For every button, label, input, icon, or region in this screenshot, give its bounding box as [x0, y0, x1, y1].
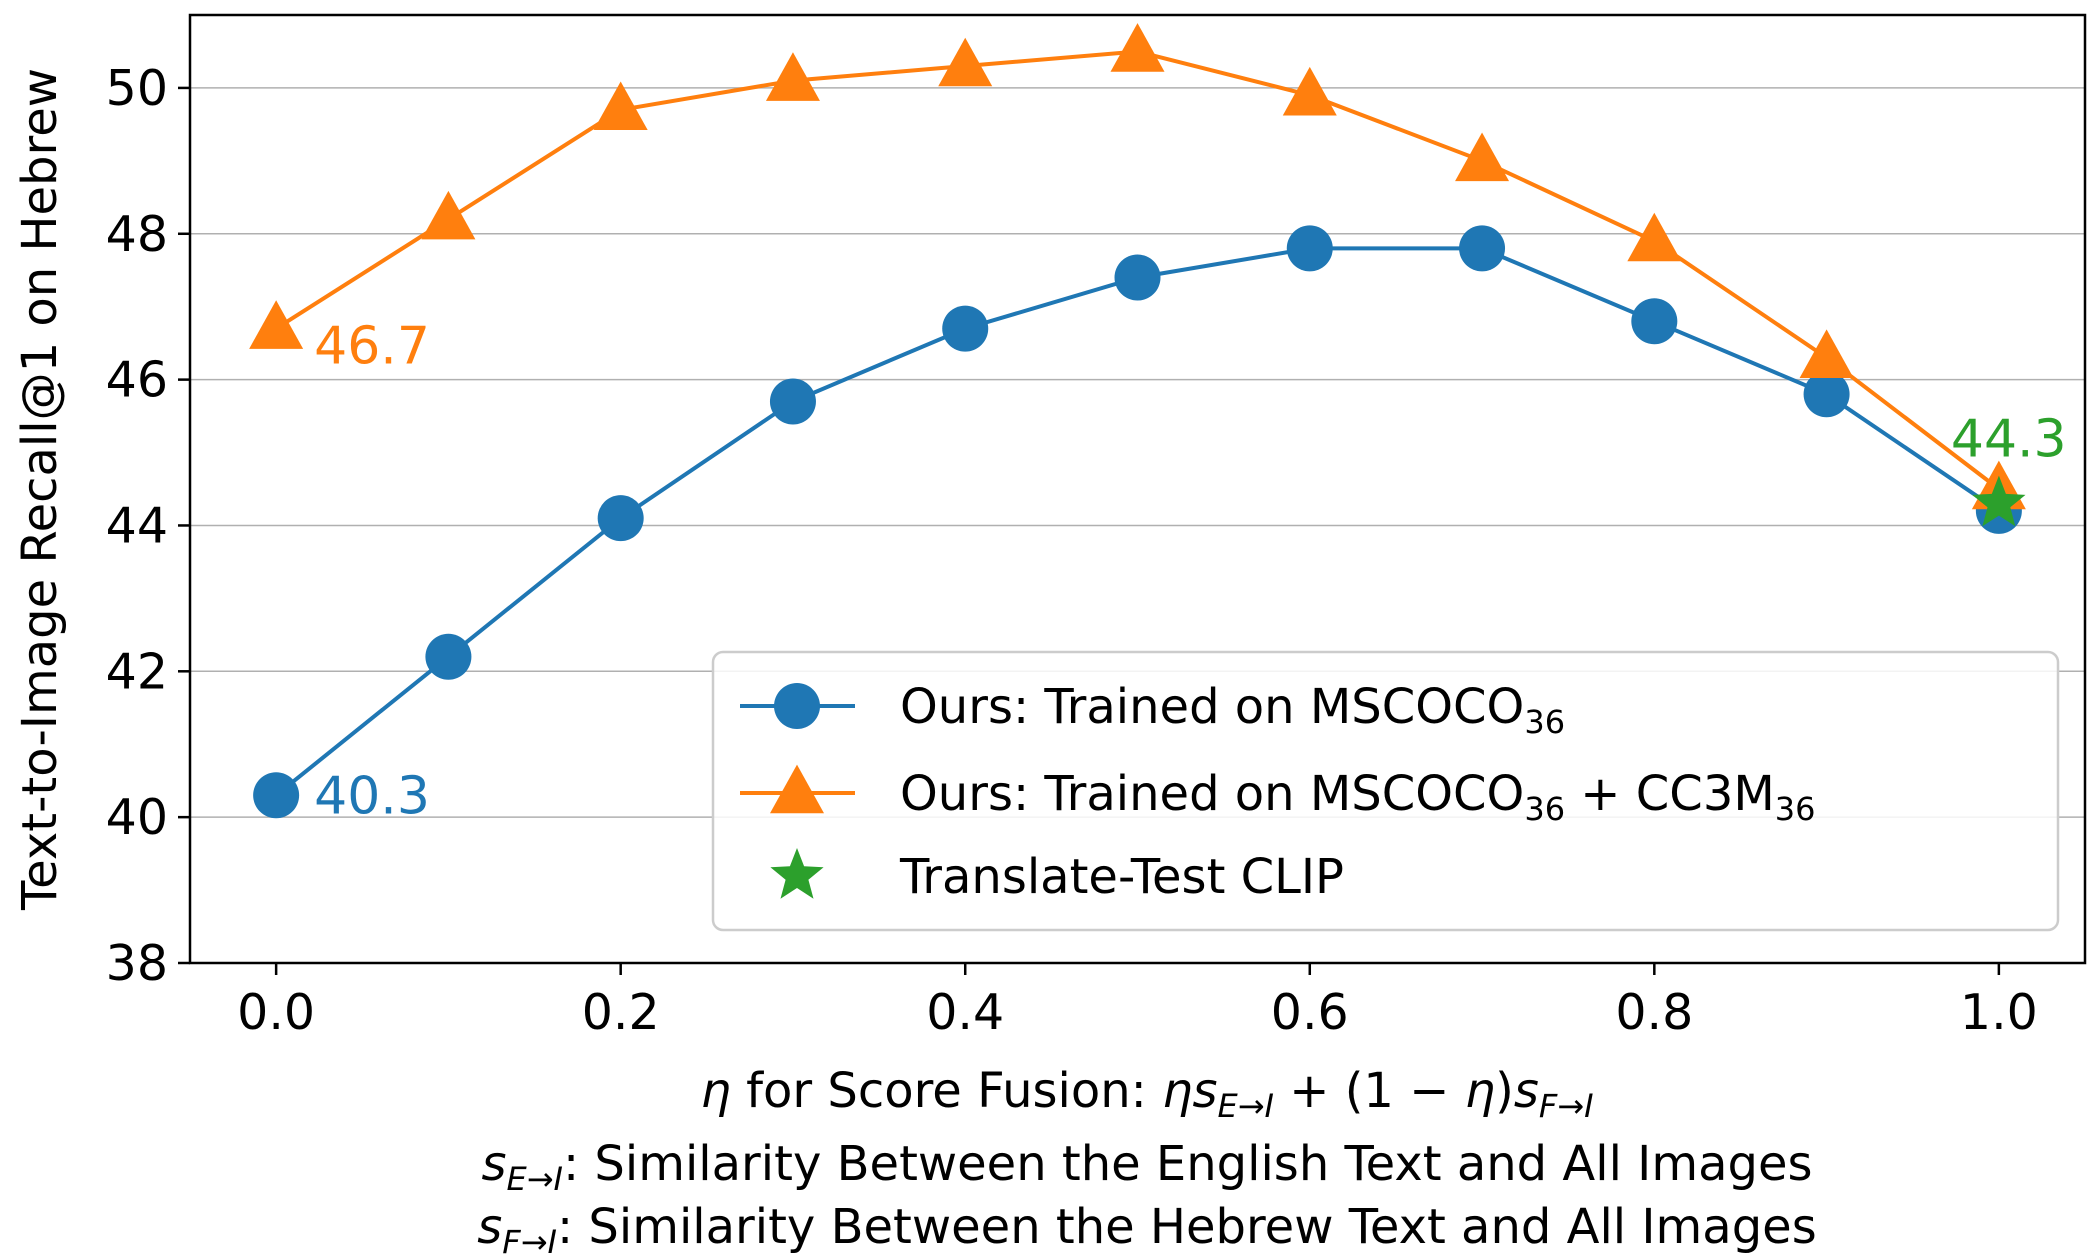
- data-label: 44.3: [1951, 410, 2067, 470]
- y-tick-label: 40: [106, 789, 168, 846]
- data-point: [253, 772, 300, 819]
- legend-marker: [770, 848, 824, 899]
- legend-marker: [774, 683, 820, 729]
- data-point: [249, 300, 304, 349]
- series-3: [1972, 475, 2026, 527]
- data-point: [1803, 371, 1850, 418]
- legend-label: Translate-Test CLIP: [899, 849, 1344, 905]
- data-series: [249, 23, 2026, 819]
- x-axis-subtitle-hebrew: sF→I: Similarity Between the Hebrew Text…: [477, 1199, 1816, 1260]
- data-point: [1286, 225, 1333, 272]
- data-point: [769, 378, 816, 425]
- x-tick-label: 0.2: [582, 984, 660, 1041]
- data-label: 46.7: [314, 317, 430, 377]
- legend-marker: [770, 764, 824, 814]
- y-axis-title: Text-to-Image Recall@1 on Hebrew: [12, 68, 68, 911]
- y-tick-label: 50: [106, 60, 168, 117]
- data-point: [1282, 66, 1337, 116]
- x-axis-title: η for Score Fusion: ηsE→I + (1 − η)sF→I: [700, 1063, 1593, 1125]
- axis-ticks: 38 40 42 44 46 48 50 0.0 0.2 0.4 0.6 0.8 1.0: [106, 60, 2038, 1041]
- y-tick-label: 38: [106, 935, 168, 992]
- data-point: [1110, 23, 1165, 72]
- plot-frame: [188, 13, 2087, 965]
- data-point: [1114, 254, 1161, 301]
- y-tick-label: 48: [106, 206, 168, 263]
- legend-item: Translate-Test CLIP: [770, 848, 1344, 905]
- legend-box: [711, 650, 2060, 932]
- legend-item: Ours: Trained on MSCOCO36: [740, 679, 1565, 741]
- data-point: [1459, 225, 1506, 272]
- data-point: [1972, 475, 2026, 527]
- data-point: [1455, 132, 1510, 182]
- x-tick-label: 1.0: [1960, 984, 2038, 1041]
- y-tick-label: 42: [106, 643, 168, 700]
- legend-label: Ours: Trained on MSCOCO36: [900, 679, 1565, 741]
- data-point: [938, 37, 993, 87]
- data-point: [421, 190, 476, 240]
- x-tick-label: 0.4: [926, 984, 1004, 1041]
- data-point: [1799, 329, 1854, 378]
- annotations: 40.3 46.7 44.3: [314, 317, 2067, 827]
- series-1: [253, 225, 2022, 819]
- y-tick-label: 46: [106, 352, 168, 409]
- y-tick-label: 44: [106, 497, 168, 554]
- data-label: 40.3: [314, 766, 430, 826]
- x-tick-label: 0.0: [237, 984, 315, 1041]
- x-tick-label: 0.8: [1615, 984, 1693, 1041]
- data-point: [1627, 212, 1682, 262]
- legend: Ours: Trained on MSCOCO36 Ours: Trained o…: [711, 650, 2060, 932]
- legend-item: Ours: Trained on MSCOCO36 + CC3M36: [740, 764, 1815, 828]
- legend-label: Ours: Trained on MSCOCO36 + CC3M36: [900, 766, 1815, 828]
- data-point: [593, 81, 648, 131]
- data-point: [425, 633, 472, 680]
- data-point: [942, 305, 989, 352]
- data-point: [765, 52, 820, 101]
- data-point: [597, 495, 644, 542]
- x-tick-label: 0.6: [1271, 984, 1349, 1041]
- data-point: [1631, 298, 1678, 345]
- x-axis-subtitle-english: sE→I: Similarity Between the English Tex…: [481, 1136, 1812, 1198]
